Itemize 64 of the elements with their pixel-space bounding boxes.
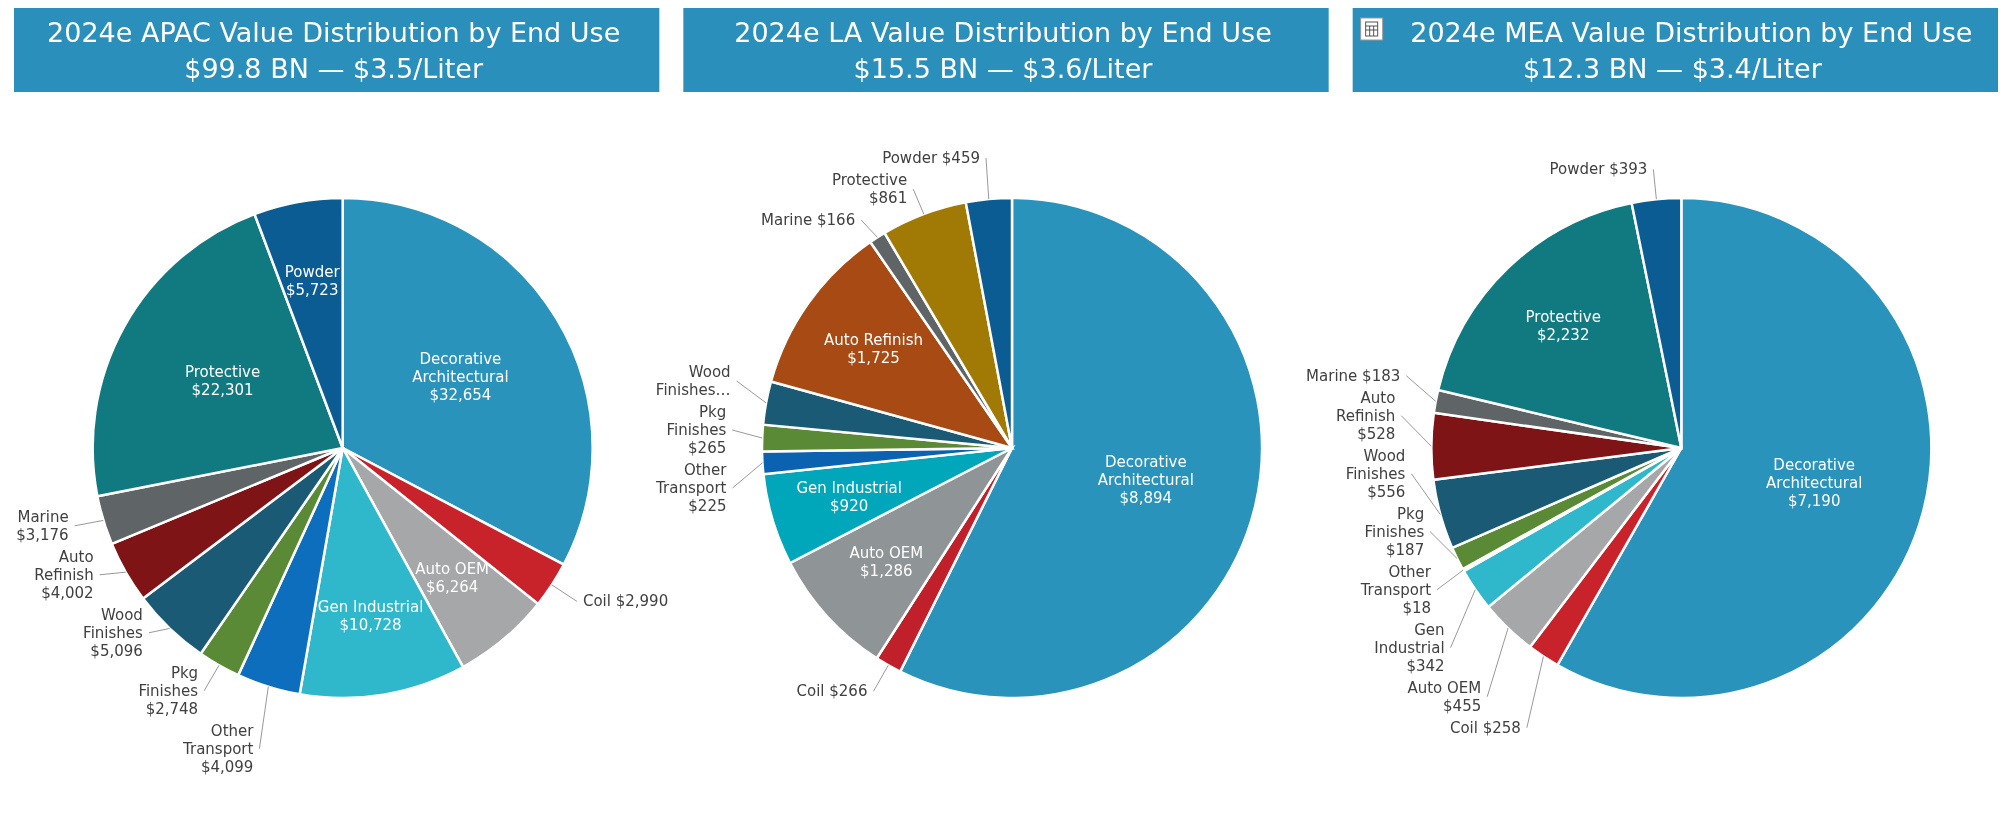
slice-label: Decorative Architectural: [1766, 456, 1863, 493]
slice-label: Wood Finishes: [83, 605, 144, 642]
slice-label: Protective: [1525, 307, 1601, 326]
data-label: $4,099: [200, 757, 254, 776]
slice-label: Other Transport: [1359, 562, 1432, 599]
data-label: $5,723: [285, 280, 339, 299]
data-label: $10,728: [339, 615, 402, 634]
data-label: $2,748: [145, 699, 199, 718]
data-label: $2,232: [1536, 325, 1590, 344]
data-label: $342: [1406, 656, 1445, 675]
chart-title: 2024e LA Value Distribution by End Use: [734, 17, 1272, 48]
slice-label: Pkg Finishes: [138, 663, 199, 700]
slice-label: Marine $166: [761, 211, 856, 230]
data-label: $225: [688, 496, 727, 515]
chart-title: 2024e MEA Value Distribution by End Use: [1410, 17, 1973, 48]
slice-label: Auto OEM: [849, 544, 924, 563]
slice-label: Wood Finishes: [1345, 446, 1406, 483]
slice-label: Gen Industrial: [317, 597, 424, 616]
data-label: $1,725: [847, 349, 900, 368]
data-label: $4,002: [41, 583, 94, 602]
slice-label: Powder $393: [1549, 160, 1648, 179]
slice-label: Powder $459: [882, 149, 980, 168]
data-label: $556: [1367, 482, 1406, 501]
slice-label: Auto Refinish: [34, 547, 94, 584]
slice-label: Decorative Architectural: [412, 349, 509, 386]
data-label: $7,190: [1787, 492, 1841, 511]
slice-label: Gen Industrial: [796, 478, 902, 497]
data-label: $920: [830, 496, 869, 515]
chart-subtitle: $99.8 BN — $3.5/Liter: [184, 53, 484, 84]
slice-label: Auto OEM: [1407, 678, 1482, 697]
data-label: $265: [688, 438, 727, 457]
slice-label: Marine: [17, 507, 69, 526]
data-label: $5,096: [90, 641, 143, 660]
slice-label: Protective: [184, 363, 261, 382]
slice-label: Coil $258: [1449, 718, 1521, 737]
data-label: $6,264: [425, 578, 479, 597]
data-label: $32,654: [429, 385, 492, 404]
chart-subtitle: $15.5 BN — $3.6/Liter: [853, 53, 1154, 84]
data-label: $8,894: [1119, 488, 1173, 507]
data-label: $3,176: [16, 525, 69, 544]
data-label: $187: [1386, 540, 1425, 559]
slice-label: Gen Industrial: [1374, 620, 1445, 657]
slice-label: Coil $2,990: [582, 592, 669, 611]
data-label: $18: [1402, 598, 1432, 617]
slice-label: Protective: [831, 171, 908, 190]
data-label: $861: [869, 189, 908, 208]
slice-label: Auto Refinish: [824, 331, 924, 350]
data-label: $455: [1443, 696, 1482, 715]
chart-title: 2024e APAC Value Distribution by End Use: [47, 17, 621, 48]
data-label: $22,301: [191, 381, 254, 400]
slice-label: Auto OEM: [415, 560, 490, 579]
chart-subtitle: $12.3 BN — $3.4/Liter: [1522, 53, 1823, 84]
slice-label: Pkg Finishes: [1364, 504, 1425, 541]
slice-label: Marine $183: [1306, 366, 1401, 385]
data-label: $1,286: [860, 562, 913, 581]
slice-label: Pkg Finishes: [666, 402, 727, 439]
slice-label: Auto Refinish: [1335, 388, 1396, 425]
slice-label: Wood Finishes…: [655, 362, 731, 399]
slice-label: Coil $266: [796, 682, 868, 701]
slice-label: Powder: [284, 262, 341, 281]
slice-label: Other Transport: [655, 460, 728, 497]
slice-label: Other Transport: [182, 721, 255, 758]
slice-label: Decorative Architectural: [1097, 452, 1194, 489]
data-label: $528: [1357, 424, 1396, 443]
